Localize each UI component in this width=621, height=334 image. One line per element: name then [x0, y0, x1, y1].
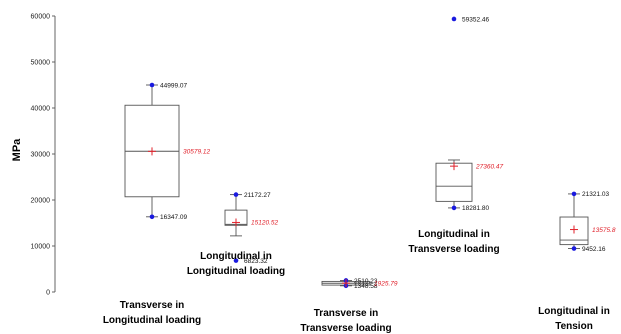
data-point [233, 258, 239, 263]
y-tick-label: 50000 [31, 60, 51, 67]
box-group: 21321.03 9452.16 13575.8 [559, 191, 616, 253]
mean-label: 1925.79 [374, 280, 398, 287]
data-label: 2510.23 [354, 278, 378, 285]
data-point [451, 205, 457, 211]
category-label: Transverse in [314, 308, 378, 319]
category-label: Transverse loading [408, 244, 499, 255]
mean-label: 13575.8 [592, 227, 616, 234]
box-group: 21172.27 6823.32 15120.52 [224, 192, 278, 265]
category-labels: Transverse in Longitudinal loading Longitu… [103, 229, 610, 334]
data-point [571, 246, 577, 251]
y-tick-label: 30000 [31, 152, 51, 159]
data-label: 59352.46 [462, 16, 489, 23]
data-label: 1348.58 [354, 283, 378, 290]
y-axis-label: MPa [11, 138, 23, 162]
mean-label: 30579.12 [183, 149, 210, 156]
box-group: 44999.07 16347.09 30579.12 [124, 82, 210, 221]
data-label: 18281.80 [462, 205, 489, 212]
y-axis: 0 10000 20000 30000 40000 50000 60000 [31, 14, 56, 297]
data-point [571, 191, 577, 197]
y-tick-label: 10000 [31, 244, 51, 251]
category-label: Longitudinal in [538, 306, 610, 317]
y-tick-label: 20000 [31, 198, 51, 205]
mean-label: 15120.52 [251, 220, 278, 227]
data-label: 21321.03 [582, 191, 609, 198]
y-tick-label: 0 [46, 290, 50, 297]
category-label: Transverse loading [300, 323, 391, 334]
data-point [233, 192, 239, 197]
data-point [451, 16, 457, 22]
data-label: 6823.32 [244, 258, 268, 265]
category-label: Transverse in [120, 300, 184, 311]
data-label: 9452.16 [582, 246, 606, 253]
y-tick-label: 60000 [31, 14, 51, 21]
data-label: 21172.27 [244, 192, 271, 199]
category-label: Longitudinal in [418, 229, 490, 240]
data-label: 44999.07 [160, 82, 187, 89]
box-series: 44999.07 16347.09 30579.12 21172.27 6823.32 1… [124, 16, 616, 290]
category-label: Longitudinal in [200, 251, 272, 262]
data-point [149, 214, 155, 220]
data-point [149, 82, 155, 88]
data-label: 16347.09 [160, 214, 187, 221]
mean-label: 27360.47 [475, 163, 503, 170]
category-label: Tension [555, 321, 593, 332]
category-label: Longitudinal loading [103, 315, 201, 326]
category-label: Longitudinal loading [187, 266, 285, 277]
box-group: 59352.46 18281.80 27360.47 [435, 16, 503, 212]
y-tick-label: 40000 [31, 106, 51, 113]
